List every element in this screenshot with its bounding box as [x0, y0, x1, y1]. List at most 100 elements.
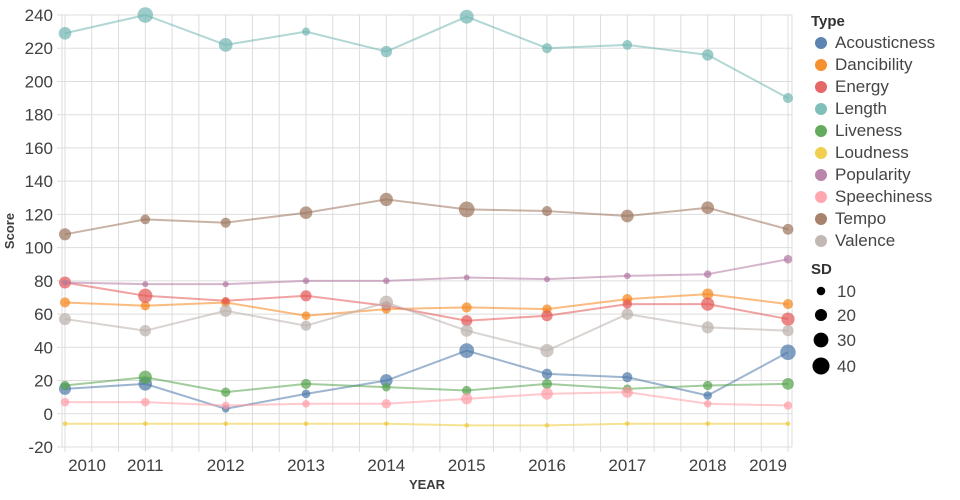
y-tick-label: 220 [25, 39, 53, 58]
x-tick-label: 2011 [127, 456, 164, 475]
legend-sd-dot [816, 286, 826, 296]
data-point [302, 399, 310, 408]
data-point [463, 274, 470, 281]
data-point [782, 378, 794, 390]
data-point [541, 368, 553, 380]
x-tick-label: 2013 [287, 456, 325, 475]
y-tick-label: 240 [25, 6, 53, 25]
data-point [301, 311, 311, 320]
series-line [64, 258, 789, 286]
x-tick-label: 2018 [689, 456, 727, 475]
legend-sd-label: 40 [837, 357, 856, 376]
data-point [299, 206, 313, 220]
data-point [462, 385, 472, 396]
x-tick-label: 2015 [448, 456, 486, 475]
data-point [701, 321, 714, 334]
data-point [300, 320, 312, 331]
data-point [785, 421, 791, 427]
data-point [222, 281, 229, 288]
data-point [782, 325, 794, 337]
legend-swatch-valence [815, 235, 827, 247]
y-tick-label: 0 [44, 405, 53, 424]
legend-label: Speechiness [835, 187, 932, 206]
data-point [382, 277, 390, 285]
data-point [702, 288, 714, 300]
legend-sd-dot [814, 308, 828, 322]
data-point [540, 343, 554, 358]
data-point [621, 308, 634, 320]
data-point [60, 380, 70, 391]
data-point [623, 272, 631, 280]
legend-sd-label: 10 [837, 282, 856, 301]
x-tick-label: 2019 [749, 456, 787, 475]
data-point [461, 393, 473, 405]
data-point [301, 389, 311, 399]
y-tick-label: 120 [25, 205, 53, 224]
data-point [303, 421, 309, 427]
data-point [783, 401, 793, 410]
data-point [621, 386, 633, 398]
data-point [223, 421, 229, 427]
data-point [219, 304, 232, 317]
series-line [64, 376, 789, 394]
data-point [141, 397, 150, 407]
y-tick-label: 100 [25, 239, 53, 258]
data-point [381, 399, 391, 409]
legend-type: Type Acousticness Dancibility Energy Length L… [811, 13, 935, 250]
data-point [541, 310, 553, 322]
legend-sd-label: 30 [837, 331, 856, 350]
y-tick-label: 180 [25, 106, 53, 125]
y-tick-label: 200 [25, 72, 53, 91]
data-point [703, 270, 712, 279]
legend-swatch-tempo [815, 213, 827, 225]
legend-swatch-energy [815, 81, 827, 93]
data-point [61, 279, 69, 286]
data-point [379, 374, 393, 387]
data-point [541, 43, 553, 54]
series-liveness [60, 370, 794, 397]
data-point [459, 9, 474, 24]
data-point [780, 344, 796, 361]
data-point [142, 281, 149, 288]
series-line [64, 293, 789, 317]
series-line [65, 422, 788, 427]
data-point [459, 343, 475, 358]
series-tempo [58, 192, 794, 241]
data-point [138, 288, 153, 303]
data-point [781, 312, 795, 326]
data-point [622, 299, 632, 309]
legend-label: Length [835, 99, 887, 118]
y-tick-label: 40 [34, 338, 53, 357]
series-loudness [62, 421, 791, 428]
data-point [461, 315, 473, 327]
x-axis-labels: 2010 2011 2012 2013 2014 2015 2016 2017 2018 2019 [68, 456, 787, 475]
data-point [380, 45, 393, 58]
data-point [58, 313, 72, 326]
x-tick-label: 2014 [367, 456, 405, 475]
x-tick-label: 2017 [608, 456, 646, 475]
data-point [218, 38, 233, 52]
data-point [783, 254, 793, 264]
data-point [221, 387, 231, 397]
legend-label: Acousticness [835, 33, 935, 52]
legend-label: Energy [835, 77, 889, 96]
data-point [60, 397, 70, 407]
legend-swatch-acousticness [815, 37, 827, 49]
series-length [58, 7, 794, 104]
legend-type-title: Type [811, 13, 845, 30]
legend-swatch-loudness [815, 147, 827, 159]
data-point [622, 372, 633, 383]
series-line [65, 391, 789, 407]
data-point [221, 401, 230, 410]
x-tick-label: 2016 [528, 456, 566, 475]
series-line [64, 14, 789, 99]
gridlines [61, 14, 793, 448]
legend-sd-title: SD [811, 261, 832, 278]
data-point [782, 223, 794, 235]
legend-sd-dot [812, 357, 830, 375]
data-point [701, 297, 715, 311]
legend-swatch-length [815, 103, 827, 115]
data-point [705, 421, 711, 427]
y-tick-label: 60 [34, 305, 53, 324]
